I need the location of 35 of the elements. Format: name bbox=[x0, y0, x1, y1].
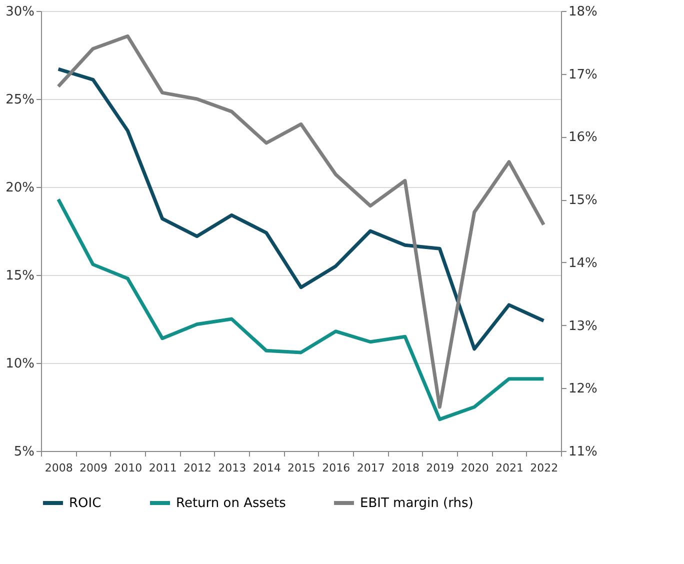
x-tick-label: 2013 bbox=[218, 462, 246, 474]
y-tick-label: 20% bbox=[6, 180, 34, 196]
y2-tick-label: 13% bbox=[568, 318, 598, 334]
y2-tick-label: 12% bbox=[568, 382, 598, 397]
y2-tick-label: 16% bbox=[568, 130, 598, 146]
line-series bbox=[56, 67, 546, 351]
x-tick-label: 2008 bbox=[44, 462, 73, 474]
y2-tick-label: 18% bbox=[568, 4, 598, 20]
x-tick-label: 2019 bbox=[426, 462, 454, 474]
y2-tick-label: 17% bbox=[568, 67, 598, 82]
x-tick-label: 2020 bbox=[460, 462, 489, 474]
line-series bbox=[56, 198, 546, 422]
x-tick-label: 2011 bbox=[148, 462, 177, 474]
x-tick-label: 2009 bbox=[80, 462, 108, 474]
y-tick-label: 30% bbox=[6, 4, 34, 20]
y2-tick-label: 15% bbox=[568, 193, 598, 208]
legend-label: EBIT margin (rhs) bbox=[360, 496, 474, 511]
y2-tick-label: 11% bbox=[568, 444, 598, 460]
x-tick-label: 2016 bbox=[322, 462, 350, 474]
x-tick-label: 2015 bbox=[288, 462, 316, 474]
legend-label: ROIC bbox=[69, 496, 102, 511]
x-tick-label: 2014 bbox=[252, 462, 281, 474]
x-tick-label: 2022 bbox=[530, 462, 558, 474]
y-tick-label: 10% bbox=[6, 356, 34, 372]
y-tick-label: 5% bbox=[14, 444, 34, 460]
line-series bbox=[56, 34, 546, 409]
x-tick-label: 2010 bbox=[114, 462, 142, 474]
x-tick-label: 2017 bbox=[356, 462, 385, 474]
legend-label: Return on Assets bbox=[176, 496, 286, 511]
x-tick-label: 2018 bbox=[392, 462, 420, 474]
x-tick-label: 2012 bbox=[184, 462, 212, 474]
y-tick-label: 25% bbox=[6, 92, 34, 108]
x-tick-label: 2021 bbox=[496, 462, 524, 474]
y2-tick-label: 14% bbox=[568, 256, 598, 271]
y-tick-label: 15% bbox=[6, 268, 34, 284]
